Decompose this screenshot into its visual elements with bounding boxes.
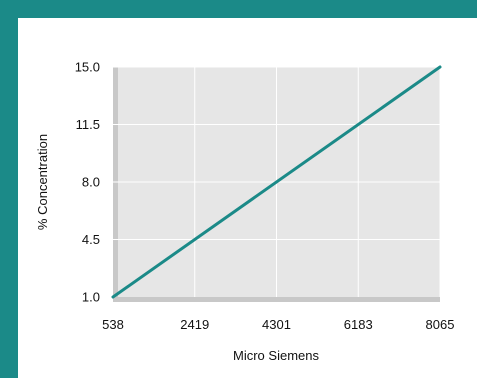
y-axis-bar bbox=[113, 67, 118, 302]
x-axis-title: Micro Siemens bbox=[233, 348, 319, 363]
line-chart: 538 2419 4301 6183 8065 1.0 4.5 8.0 11.5 15.0 Mi… bbox=[35, 60, 454, 364]
y-tick-label: 11.5 bbox=[76, 117, 100, 132]
series-group bbox=[111, 65, 442, 299]
chart-panel: 538 2419 4301 6183 8065 1.0 4.5 8.0 11.5 15.0 Mi… bbox=[18, 18, 477, 378]
y-tick-label: 4.5 bbox=[82, 232, 100, 247]
x-axis-bar bbox=[113, 297, 440, 302]
x-tick-label: 6183 bbox=[344, 317, 373, 332]
x-tick-label: 538 bbox=[102, 317, 124, 332]
x-tick-labels: 538 2419 4301 6183 8065 bbox=[102, 317, 454, 332]
x-tick-label: 2419 bbox=[180, 317, 209, 332]
x-tick-label: 4301 bbox=[262, 317, 291, 332]
y-tick-label: 8.0 bbox=[82, 175, 100, 190]
x-tick-label: 8065 bbox=[426, 317, 455, 332]
y-tick-label: 15.0 bbox=[75, 60, 100, 75]
y-axis-title: % Concentration bbox=[35, 134, 50, 230]
series-line bbox=[111, 65, 442, 299]
y-tick-label: 1.0 bbox=[82, 290, 100, 305]
y-tick-labels: 1.0 4.5 8.0 11.5 15.0 bbox=[75, 60, 100, 305]
